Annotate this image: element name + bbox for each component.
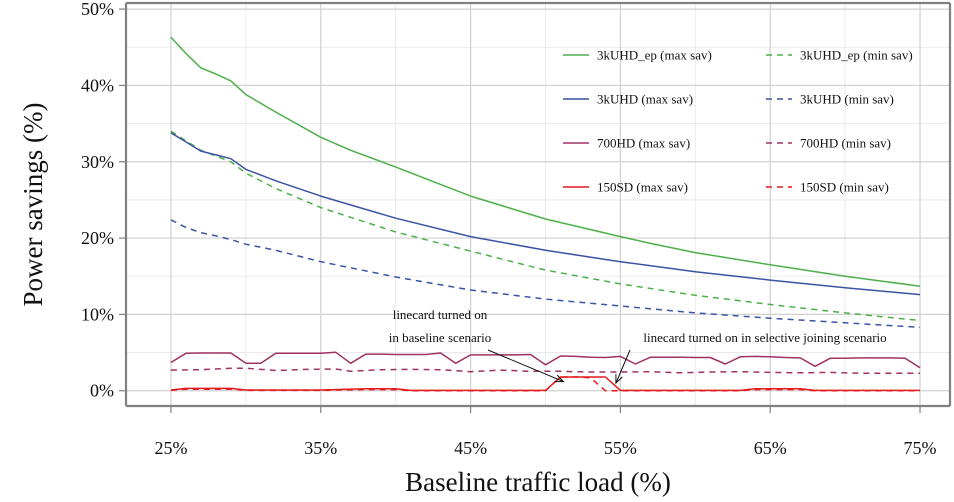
legend: 3kUHD_ep (max sav) 3kUHD_ep (min sav) 3kUH…	[563, 48, 913, 195]
annotations: linecard turned on in baseline scenario li…	[389, 307, 887, 385]
legend-label: 150SD (min sav)	[800, 180, 889, 195]
arrowhead	[615, 374, 623, 385]
annotation-arrow	[487, 349, 564, 383]
y-tick-label: 20%	[81, 228, 114, 248]
y-axis-title: Power savings (%)	[18, 103, 48, 307]
arrowhead	[554, 374, 565, 383]
series-line-2	[170, 132, 921, 296]
series-line-3	[170, 219, 921, 329]
series-line-0	[170, 36, 921, 287]
plot-panel	[126, 3, 950, 406]
annotation-arrow	[615, 349, 631, 384]
y-tick-label: 50%	[81, 0, 114, 19]
y-tick-label: 40%	[81, 75, 114, 95]
x-tick-label: 65%	[754, 438, 787, 458]
legend-label: 3kUHD (max sav)	[597, 92, 693, 107]
x-axis-title: Baseline traffic load (%)	[405, 467, 671, 497]
legend-label: 3kUHD_ep (max sav)	[597, 48, 712, 63]
series-line-4	[170, 351, 921, 369]
y-tick-label: 10%	[81, 304, 114, 324]
x-tick-label: 25%	[154, 438, 187, 458]
y-tick-label: 0%	[90, 381, 114, 401]
x-tick-label: 45%	[454, 438, 487, 458]
legend-label: 150SD (max sav)	[597, 180, 688, 195]
annotation-text: linecard turned on	[393, 307, 488, 322]
legend-label: 700HD (min sav)	[800, 136, 891, 151]
x-tick-label: 35%	[304, 438, 337, 458]
legend-label: 700HD (max sav)	[597, 136, 690, 151]
series-line-1	[170, 130, 921, 322]
annotation-text: linecard turned on in selective joining …	[643, 330, 886, 345]
series-line-7	[170, 376, 920, 392]
annotation-text: in baseline scenario	[389, 330, 492, 345]
x-tick-label: 75%	[904, 438, 937, 458]
series-line-5	[170, 367, 920, 374]
series-line-6	[170, 376, 920, 392]
series-lines	[170, 36, 921, 392]
x-tick-label: 55%	[604, 438, 637, 458]
axes: 0% 10% 20% 30% 40% 50% 25% 35% 45% 55% 65% 75%	[81, 0, 952, 458]
y-tick-label: 30%	[81, 152, 114, 172]
legend-label: 3kUHD_ep (min sav)	[800, 48, 913, 63]
legend-label: 3kUHD (min sav)	[800, 92, 894, 107]
